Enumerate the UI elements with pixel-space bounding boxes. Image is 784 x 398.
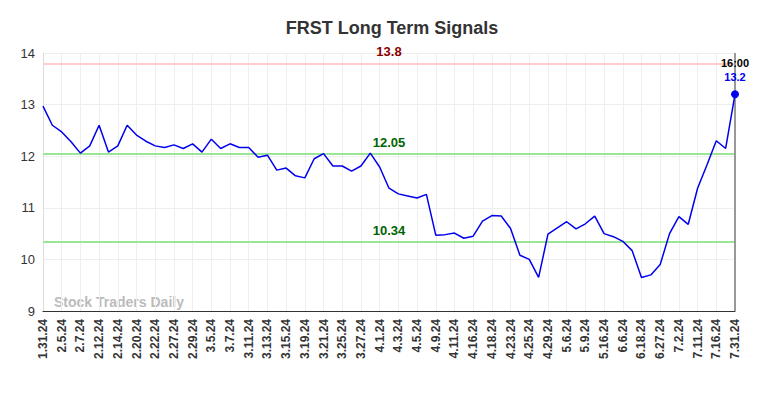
svg-text:10: 10 xyxy=(21,252,35,267)
svg-text:4.18.24: 4.18.24 xyxy=(485,319,499,359)
svg-text:7.16.24: 7.16.24 xyxy=(709,319,723,359)
svg-text:2.7.24: 2.7.24 xyxy=(73,319,87,353)
svg-text:4.5.24: 4.5.24 xyxy=(410,319,424,353)
svg-text:FRST Long Term Signals: FRST Long Term Signals xyxy=(286,18,499,38)
svg-text:4.16.24: 4.16.24 xyxy=(466,319,480,359)
svg-text:2.27.24: 2.27.24 xyxy=(167,319,181,359)
svg-text:7.11.24: 7.11.24 xyxy=(691,319,705,359)
svg-text:2.5.24: 2.5.24 xyxy=(55,319,69,353)
svg-text:6.18.24: 6.18.24 xyxy=(634,319,648,359)
svg-text:3.5.24: 3.5.24 xyxy=(204,319,218,353)
svg-text:3.13.24: 3.13.24 xyxy=(260,319,274,359)
svg-text:1.31.24: 1.31.24 xyxy=(36,319,50,359)
svg-text:2.22.24: 2.22.24 xyxy=(148,319,162,359)
svg-text:10.34: 10.34 xyxy=(373,223,406,238)
svg-text:3.25.24: 3.25.24 xyxy=(335,319,349,359)
svg-text:4.23.24: 4.23.24 xyxy=(504,319,518,359)
svg-text:6.6.24: 6.6.24 xyxy=(616,319,630,353)
svg-text:4.9.24: 4.9.24 xyxy=(429,319,443,353)
svg-text:4.1.24: 4.1.24 xyxy=(373,319,387,353)
svg-text:2.20.24: 2.20.24 xyxy=(130,319,144,359)
svg-text:3.19.24: 3.19.24 xyxy=(298,319,312,359)
svg-text:5.16.24: 5.16.24 xyxy=(597,319,611,359)
svg-text:6.27.24: 6.27.24 xyxy=(653,319,667,359)
svg-text:5.9.24: 5.9.24 xyxy=(578,319,592,353)
svg-text:13.2: 13.2 xyxy=(724,71,745,83)
svg-text:3.21.24: 3.21.24 xyxy=(317,319,331,359)
svg-text:16:00: 16:00 xyxy=(721,57,749,69)
svg-text:7.31.24: 7.31.24 xyxy=(728,319,742,359)
svg-text:2.14.24: 2.14.24 xyxy=(111,319,125,359)
svg-text:2.29.24: 2.29.24 xyxy=(186,319,200,359)
svg-text:3.7.24: 3.7.24 xyxy=(223,319,237,353)
svg-text:11: 11 xyxy=(22,200,36,215)
svg-text:7.2.24: 7.2.24 xyxy=(672,319,686,353)
svg-text:Stock Traders Daily: Stock Traders Daily xyxy=(54,294,184,310)
svg-text:3.27.24: 3.27.24 xyxy=(354,319,368,359)
svg-text:12: 12 xyxy=(21,149,35,164)
svg-text:4.11.24: 4.11.24 xyxy=(447,319,461,359)
svg-text:5.6.24: 5.6.24 xyxy=(560,319,574,353)
svg-text:3.15.24: 3.15.24 xyxy=(279,319,293,359)
svg-text:13: 13 xyxy=(21,97,35,112)
svg-text:4.3.24: 4.3.24 xyxy=(391,319,405,353)
svg-text:4.25.24: 4.25.24 xyxy=(522,319,536,359)
svg-text:3.11.24: 3.11.24 xyxy=(242,319,256,359)
svg-text:13.8: 13.8 xyxy=(376,44,401,59)
svg-text:14: 14 xyxy=(21,46,35,61)
svg-text:9: 9 xyxy=(28,304,35,319)
svg-text:4.29.24: 4.29.24 xyxy=(541,319,555,359)
svg-text:2.12.24: 2.12.24 xyxy=(92,319,106,359)
svg-text:12.05: 12.05 xyxy=(373,135,406,150)
